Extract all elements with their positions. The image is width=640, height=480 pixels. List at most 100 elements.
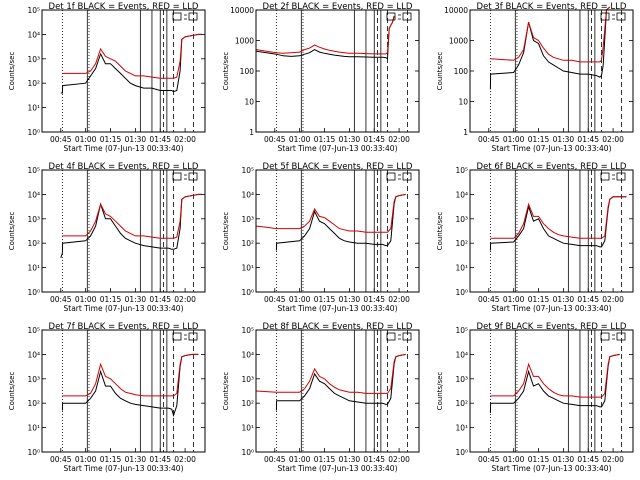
legend-box-marker-2 — [188, 332, 198, 341]
x-tick-label: 01:00 — [289, 135, 311, 144]
x-tick-label: 01:45 — [577, 455, 599, 464]
legend-box-marker — [600, 12, 610, 21]
plot-frame — [41, 9, 206, 133]
panel-title: Det 5f BLACK = Events, RED = LLD — [263, 162, 413, 172]
x-tick-label: 01:30 — [553, 135, 575, 144]
detector-panel-5: Det 5f BLACK = Events, RED = LLD 10⁰ 10¹ 10… — [222, 162, 420, 313]
x-tick-label: 01:15 — [528, 455, 550, 464]
x-tick-label: 01:15 — [314, 295, 336, 304]
detector-panel-9: Det 9f BLACK = Events, RED = LLD 10⁰ 10¹ 10… — [436, 322, 634, 473]
legend-box-marker-2 — [188, 172, 198, 181]
x-tick-label: 01:00 — [503, 135, 525, 144]
y-tick-label: 10² — [241, 399, 254, 408]
x-tick-label: 01:45 — [149, 455, 171, 464]
lld-series-line — [490, 6, 611, 63]
lld-series-line — [490, 196, 627, 239]
x-tick-label: 00:45 — [478, 455, 500, 464]
plot-frame — [41, 329, 206, 453]
x-axis-label: Start Time (07-Jun-13 00:33:40) — [492, 464, 612, 473]
y-tick-label: 1000 — [449, 37, 468, 46]
x-axis-label: Start Time (07-Jun-13 00:33:40) — [492, 304, 612, 313]
x-axis-label: Start Time (07-Jun-13 00:33:40) — [64, 304, 184, 313]
legend-box-marker-2 — [616, 332, 626, 341]
x-axis-label: Start Time (07-Jun-13 00:33:40) — [278, 304, 398, 313]
y-axis-label: Counts/sec — [222, 52, 230, 91]
y-tick-label: 10¹ — [455, 424, 468, 433]
y-tick-label: 10⁴ — [455, 190, 468, 199]
x-tick-label: 00:45 — [264, 455, 286, 464]
y-tick-label: 10⁰ — [241, 288, 254, 297]
x-tick-label: 01:15 — [528, 135, 550, 144]
plot-frame — [41, 169, 206, 293]
y-tick-label: 10⁵ — [241, 326, 254, 335]
y-tick-label: 10⁰ — [455, 288, 468, 297]
x-tick-label: 02:00 — [388, 295, 410, 304]
y-tick-label: 10³ — [27, 215, 40, 224]
y-tick-label: 10¹ — [27, 104, 40, 113]
legend-box-marker — [386, 172, 396, 181]
x-tick-label: 02:00 — [174, 295, 196, 304]
x-axis-label: Start Time (07-Jun-13 00:33:40) — [278, 144, 398, 153]
legend-box-marker — [386, 12, 396, 21]
detector-panel-1: Det 1f BLACK = Events, RED = LLD 10⁰ 10¹ 10… — [8, 2, 206, 153]
x-tick-label: 01:30 — [339, 135, 361, 144]
lld-series-line — [256, 353, 406, 394]
y-tick-label: 10² — [27, 79, 40, 88]
x-axis-label: Start Time (07-Jun-13 00:33:40) — [278, 464, 398, 473]
x-tick-label: 00:45 — [478, 135, 500, 144]
legend-box-marker-2 — [616, 12, 626, 21]
y-axis-label: Counts/sec — [8, 212, 16, 251]
legend-dash-marker — [398, 174, 401, 180]
legend-box-marker — [386, 332, 396, 341]
y-tick-label: 1 — [249, 128, 254, 137]
detector-panel-7: Det 7f BLACK = Events, RED = LLD 10⁰ 10¹ 10… — [8, 322, 206, 473]
legend-box-marker-2 — [402, 12, 412, 21]
plot-frame — [255, 9, 420, 133]
y-tick-label: 10⁰ — [27, 288, 40, 297]
panel-title: Det 1f BLACK = Events, RED = LLD — [49, 2, 199, 12]
detector-panel-6: Det 6f BLACK = Events, RED = LLD 10⁰ 10¹ 10… — [436, 162, 634, 313]
y-tick-label: 10³ — [27, 375, 40, 384]
x-tick-label: 01:30 — [125, 295, 147, 304]
y-axis-label: Counts/sec — [436, 372, 444, 411]
y-tick-label: 10² — [455, 239, 468, 248]
legend-box-marker-2 — [402, 332, 412, 341]
x-tick-label: 01:15 — [528, 295, 550, 304]
events-series-line — [60, 33, 202, 94]
legend-box-marker — [172, 12, 182, 21]
y-tick-label: 10⁰ — [241, 448, 254, 457]
legend-box-marker — [172, 172, 182, 181]
y-tick-label: 10⁵ — [455, 326, 468, 335]
y-tick-label: 10³ — [27, 55, 40, 64]
legend-dash-marker — [612, 174, 615, 180]
y-tick-label: 10 — [244, 98, 254, 107]
legend-dash-marker — [398, 334, 401, 340]
x-tick-label: 00:45 — [264, 295, 286, 304]
events-series-line — [60, 193, 202, 258]
y-tick-label: 10 — [458, 98, 468, 107]
lld-series-line — [62, 33, 202, 79]
plot-frame — [255, 169, 420, 293]
x-tick-label: 02:00 — [602, 135, 624, 144]
x-tick-label: 01:45 — [363, 295, 385, 304]
x-tick-label: 01:45 — [577, 135, 599, 144]
x-tick-label: 01:30 — [553, 455, 575, 464]
plot-frame — [469, 329, 634, 453]
y-tick-label: 10³ — [241, 215, 254, 224]
x-tick-label: 00:45 — [50, 295, 72, 304]
panel-title: Det 2f BLACK = Events, RED = LLD — [263, 2, 413, 12]
y-tick-label: 10⁵ — [241, 166, 254, 175]
x-tick-label: 01:00 — [75, 455, 97, 464]
x-tick-label: 02:00 — [174, 455, 196, 464]
plot-frame — [469, 169, 634, 293]
x-axis-label: Start Time (07-Jun-13 00:33:40) — [64, 464, 184, 473]
x-tick-label: 01:30 — [553, 295, 575, 304]
x-tick-label: 01:15 — [100, 295, 122, 304]
y-tick-label: 10¹ — [27, 424, 40, 433]
y-tick-label: 10³ — [455, 375, 468, 384]
x-tick-label: 01:45 — [149, 295, 171, 304]
y-tick-label: 10² — [27, 239, 40, 248]
legend-dash-marker — [398, 14, 401, 20]
y-tick-label: 10⁰ — [27, 128, 40, 137]
